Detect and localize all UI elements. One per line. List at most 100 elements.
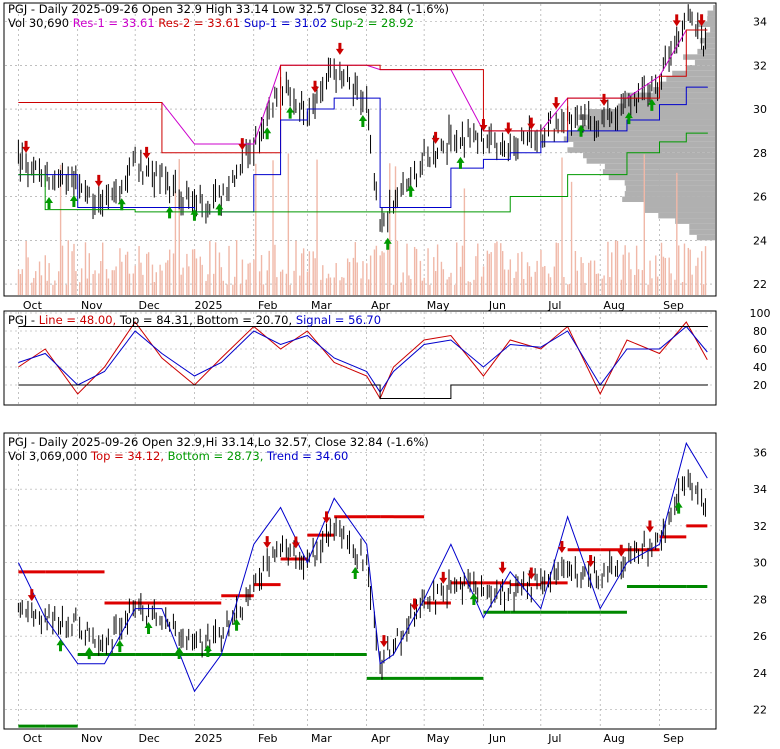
x-tick-label: Dec — [138, 732, 159, 745]
volume-bar — [234, 276, 236, 295]
volume-profile-bar — [699, 37, 715, 44]
sell-arrow — [600, 93, 609, 106]
volume-bar — [172, 253, 175, 295]
volume-profile-bar — [566, 130, 715, 137]
volume-bar — [660, 242, 663, 295]
sell-arrow — [697, 14, 706, 27]
volume-bar — [423, 277, 425, 295]
x-tick-label: Oct — [23, 299, 43, 312]
volume-bar — [628, 252, 630, 295]
volume-bar — [186, 253, 188, 295]
volume-bar — [494, 243, 496, 295]
legend-text: PGJ - Line = 48.00, Top = 84.31, Bottom … — [8, 313, 381, 327]
y-tick-label: 28 — [753, 593, 767, 606]
volume-bar — [54, 280, 56, 295]
y-tick-label: 20 — [753, 379, 767, 392]
volume-bar — [413, 246, 416, 295]
volume-profile-bar — [694, 59, 715, 66]
sell-arrow — [645, 520, 654, 533]
volume-bar — [354, 242, 357, 295]
volume-profile-bar — [644, 207, 715, 213]
volume-bar — [232, 284, 234, 295]
volume-profile-bar — [707, 10, 715, 17]
y-tick-label: 36 — [753, 446, 767, 459]
volume-bar — [415, 248, 418, 295]
legend-segment: Res-2 = 33.61 — [158, 16, 244, 30]
volume-bar — [40, 275, 43, 295]
x-tick-label: Aug — [603, 299, 624, 312]
panel-2-y-ticks: 20 40 60 80 100 — [750, 307, 771, 392]
buy-arrow — [144, 621, 153, 634]
volume-bar — [584, 282, 586, 295]
volume-profile-bar — [705, 32, 715, 38]
volume-bar — [52, 284, 54, 295]
y-tick-label: 40 — [753, 361, 767, 374]
volume-profile-bar — [689, 229, 715, 235]
volume-bar — [262, 284, 265, 295]
volume-profile-bar — [659, 81, 715, 88]
volume-bar — [461, 245, 464, 295]
volume-bar — [456, 242, 458, 295]
volume-bar — [128, 273, 131, 295]
volume-bar — [35, 271, 37, 295]
x-tick-label: Nov — [81, 732, 103, 745]
buy-arrow — [286, 106, 295, 119]
volume-bar — [168, 249, 171, 295]
volume-bar — [507, 269, 510, 295]
volume-profile-bar — [623, 98, 715, 104]
panel-3-legend: PGJ - Daily 2025-09-26 Open 32.9,Hi 33.1… — [8, 435, 429, 463]
volume-bar — [446, 279, 448, 295]
volume-bar — [509, 259, 512, 295]
volume-bar — [266, 270, 268, 295]
y-tick-label: 32 — [753, 59, 767, 72]
sell-arrow — [527, 567, 536, 580]
volume-bar — [655, 255, 657, 295]
volume-bar — [540, 249, 542, 295]
volume-profile-bar — [624, 180, 715, 186]
volume-bar — [678, 245, 680, 295]
sell-arrow — [291, 536, 300, 549]
volume-bar — [153, 281, 156, 295]
sell-arrow — [379, 635, 388, 648]
volume-bar — [79, 282, 81, 295]
volume-bar — [392, 284, 395, 295]
volume-bar — [691, 274, 693, 295]
volume-profile-bar — [604, 163, 715, 170]
volume-bar — [245, 279, 247, 295]
legend-segment: PGJ - Daily 2025-09-26 Open 32.9,Hi 33.1… — [8, 435, 429, 449]
sell-arrow — [142, 146, 151, 159]
volume-profile-bar — [563, 136, 715, 142]
volume-bar — [287, 153, 290, 295]
volume-bar — [44, 255, 46, 295]
volume-bar — [98, 273, 100, 295]
volume-bar — [689, 249, 691, 295]
volume-profile-bar — [698, 21, 715, 27]
legend-segment: PGJ - — [8, 313, 39, 327]
volume-bar — [65, 284, 68, 295]
volume-bar — [301, 253, 303, 295]
volume-bar — [314, 258, 316, 295]
volume-bar — [362, 261, 364, 295]
volume-bar — [622, 254, 624, 295]
volume-bar — [27, 257, 29, 295]
volume-profile-bar — [713, 5, 715, 11]
volume-bar — [408, 275, 410, 295]
volume-bar — [406, 243, 408, 295]
panel-2: 20 40 60 80 100 PGJ - Line = 48.00, Top = 84… — [3, 307, 771, 406]
volume-bar — [274, 244, 276, 295]
volume-bar — [193, 249, 196, 295]
volume-bar — [159, 264, 161, 295]
volume-bar — [255, 163, 257, 295]
volume-bar — [178, 159, 180, 295]
volume-bar — [258, 271, 261, 295]
buy-arrow — [383, 237, 392, 250]
volume-profile-bar — [586, 158, 715, 164]
volume-bar — [165, 262, 167, 295]
y-tick-label: 24 — [753, 234, 767, 247]
legend-segment: Sup-2 = 28.92 — [331, 16, 414, 30]
volume-bar — [21, 269, 24, 295]
volume-bar — [641, 270, 644, 295]
sell-arrow — [410, 598, 419, 611]
y-tick-label: 80 — [753, 325, 767, 338]
panel-2-lines — [18, 321, 708, 400]
